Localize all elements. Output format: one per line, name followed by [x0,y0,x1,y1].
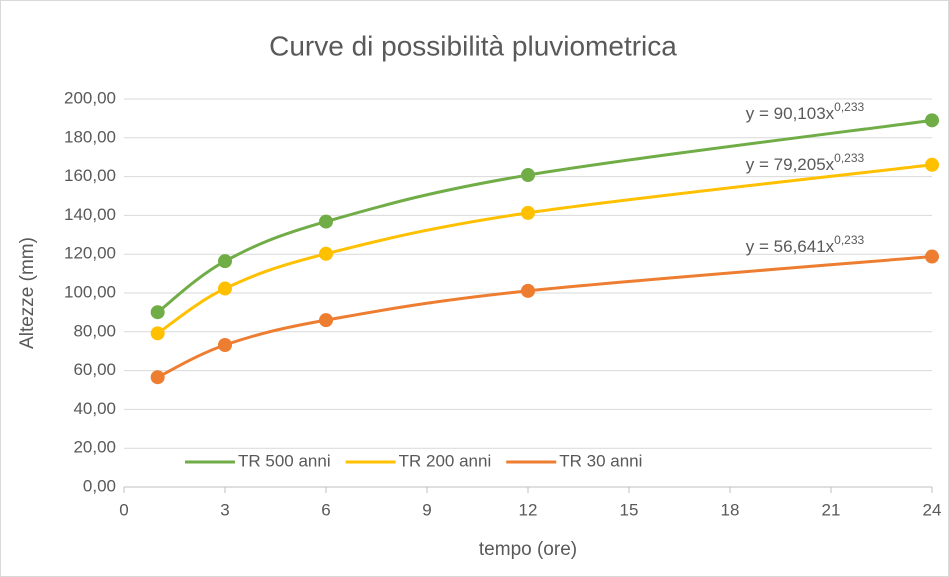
x-axis-label: tempo (ore) [479,539,577,560]
trendline-equation: y = 79,205x [746,155,835,174]
legend-label: TR 30 anni [559,451,642,470]
x-tick-label: 18 [721,500,740,519]
data-point [218,281,232,296]
data-point [925,113,939,128]
x-tick-label: 24 [923,500,942,519]
x-tick-label: 0 [119,500,128,519]
y-tick-label: 80,00 [73,321,116,340]
chart-title: Curve di possibilità pluviometrica [269,30,677,61]
trendline-equation: y = 56,641x [746,237,835,256]
data-point [925,249,939,264]
data-point [218,254,232,269]
y-tick-label: 180,00 [64,127,116,146]
trendline-exponent: 0,233 [834,100,864,114]
data-point [521,283,535,298]
x-tick-label: 12 [519,500,538,519]
y-tick-label: 140,00 [64,205,116,224]
y-tick-label: 60,00 [73,360,116,379]
x-tick-label: 6 [321,500,330,519]
y-tick-label: 20,00 [73,438,116,457]
x-tick-label: 15 [620,500,639,519]
trendline-label: y = 79,205x0,233 [746,151,865,174]
data-point [925,157,939,172]
data-point [319,246,333,261]
y-tick-label: 100,00 [64,282,116,301]
data-point [319,214,333,229]
legend-label: TR 200 anni [399,451,492,470]
data-point [319,313,333,328]
x-tick-label: 21 [822,500,841,519]
data-point [521,205,535,220]
y-tick-label: 160,00 [64,166,116,185]
data-point [150,305,165,320]
legend-label: TR 500 anni [238,451,331,470]
y-axis-label: Altezze (mm) [17,237,38,349]
y-tick-label: 0,00 [83,476,116,495]
data-point [521,168,535,183]
data-point [150,326,165,341]
trendline-equation: y = 90,103x [746,104,835,123]
data-point [150,370,165,385]
trendline-exponent: 0,233 [834,151,864,165]
x-tick-label: 9 [422,500,431,519]
y-tick-label: 200,00 [64,88,116,107]
data-point [218,337,232,352]
trendline-label: y = 56,641x0,233 [746,233,865,256]
trendline-label: y = 90,103x0,233 [746,100,865,123]
y-tick-label: 120,00 [64,244,116,263]
x-tick-label: 3 [220,500,229,519]
trendline-exponent: 0,233 [834,233,864,247]
y-tick-label: 40,00 [73,399,116,418]
